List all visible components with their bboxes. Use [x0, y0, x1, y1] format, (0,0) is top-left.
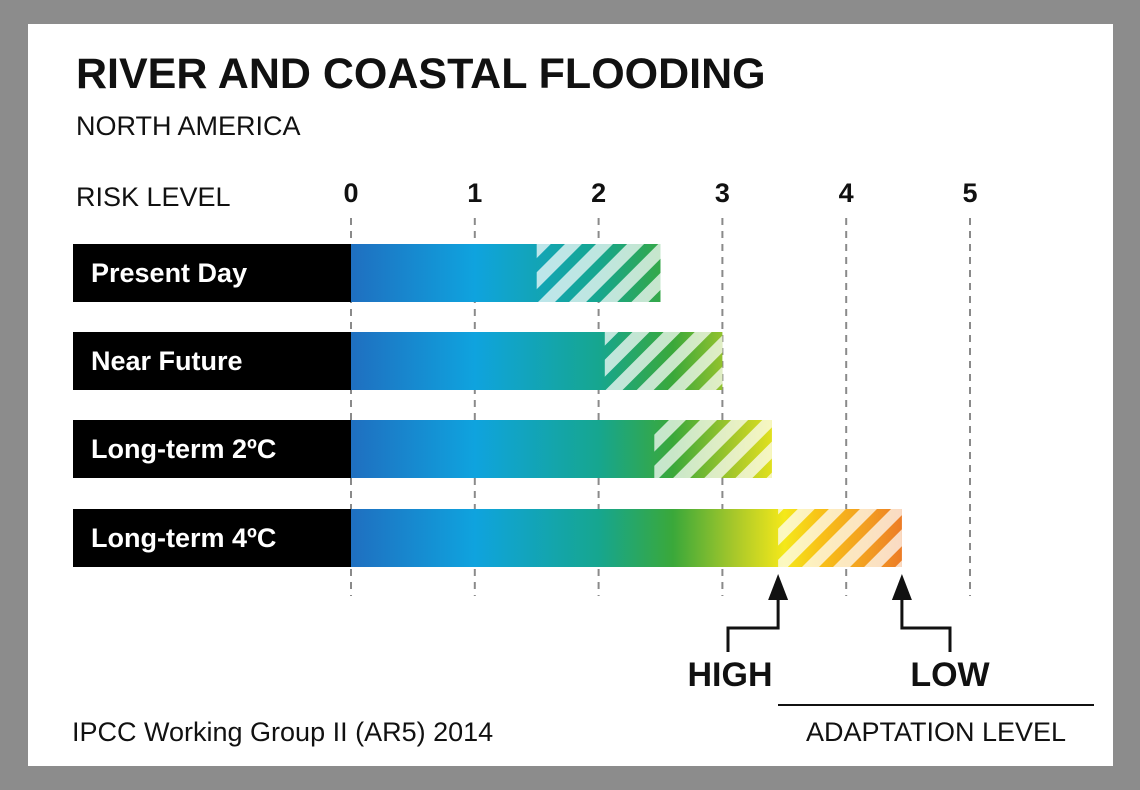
chart-subtitle: NORTH AMERICA [76, 111, 301, 141]
high-arrow-icon [768, 574, 789, 600]
row-label-background [73, 509, 351, 567]
adaptation-legend: HIGH LOW ADAPTATION LEVEL [688, 574, 1094, 747]
tick-label-3: 3 [715, 178, 730, 208]
bar-low-adaptation-range [778, 509, 902, 567]
bar-low-adaptation-range [654, 420, 772, 478]
row-label: Present Day [91, 258, 247, 288]
tick-label-1: 1 [467, 178, 482, 208]
row-label-background [73, 244, 351, 302]
high-arrow-connector [726, 600, 780, 652]
x-axis-label: RISK LEVEL [76, 182, 231, 212]
bar-low-adaptation-range [604, 332, 723, 390]
bar-row [73, 244, 661, 302]
bar-row [73, 332, 723, 390]
chart-title: RIVER AND COASTAL FLOODING [76, 50, 766, 98]
row-label: Near Future [91, 346, 243, 376]
row-labels: Present Day Near Future Long-term 2ºC Long-… [91, 258, 276, 553]
row-label: Long-term 4ºC [91, 523, 276, 553]
source-citation: IPCC Working Group II (AR5) 2014 [72, 717, 493, 747]
bar-row [73, 509, 902, 567]
chart-frame [28, 24, 1113, 766]
adaptation-high-label: HIGH [688, 656, 773, 694]
bars [73, 244, 902, 567]
low-arrow-icon [891, 574, 912, 600]
low-arrow-connector [900, 600, 952, 652]
bar-low-adaptation-range [536, 244, 661, 302]
row-label-background [73, 332, 351, 390]
tick-label-0: 0 [343, 178, 358, 208]
tick-label-5: 5 [962, 178, 977, 208]
row-label: Long-term 2ºC [91, 434, 276, 464]
adaptation-caption: ADAPTATION LEVEL [806, 717, 1066, 747]
row-label-background [73, 420, 351, 478]
adaptation-low-label: LOW [910, 656, 990, 694]
tick-label-2: 2 [591, 178, 606, 208]
tick-label-4: 4 [839, 178, 854, 208]
bar-row [73, 420, 772, 478]
x-axis-ticks: 0 1 2 3 4 5 [343, 178, 977, 208]
